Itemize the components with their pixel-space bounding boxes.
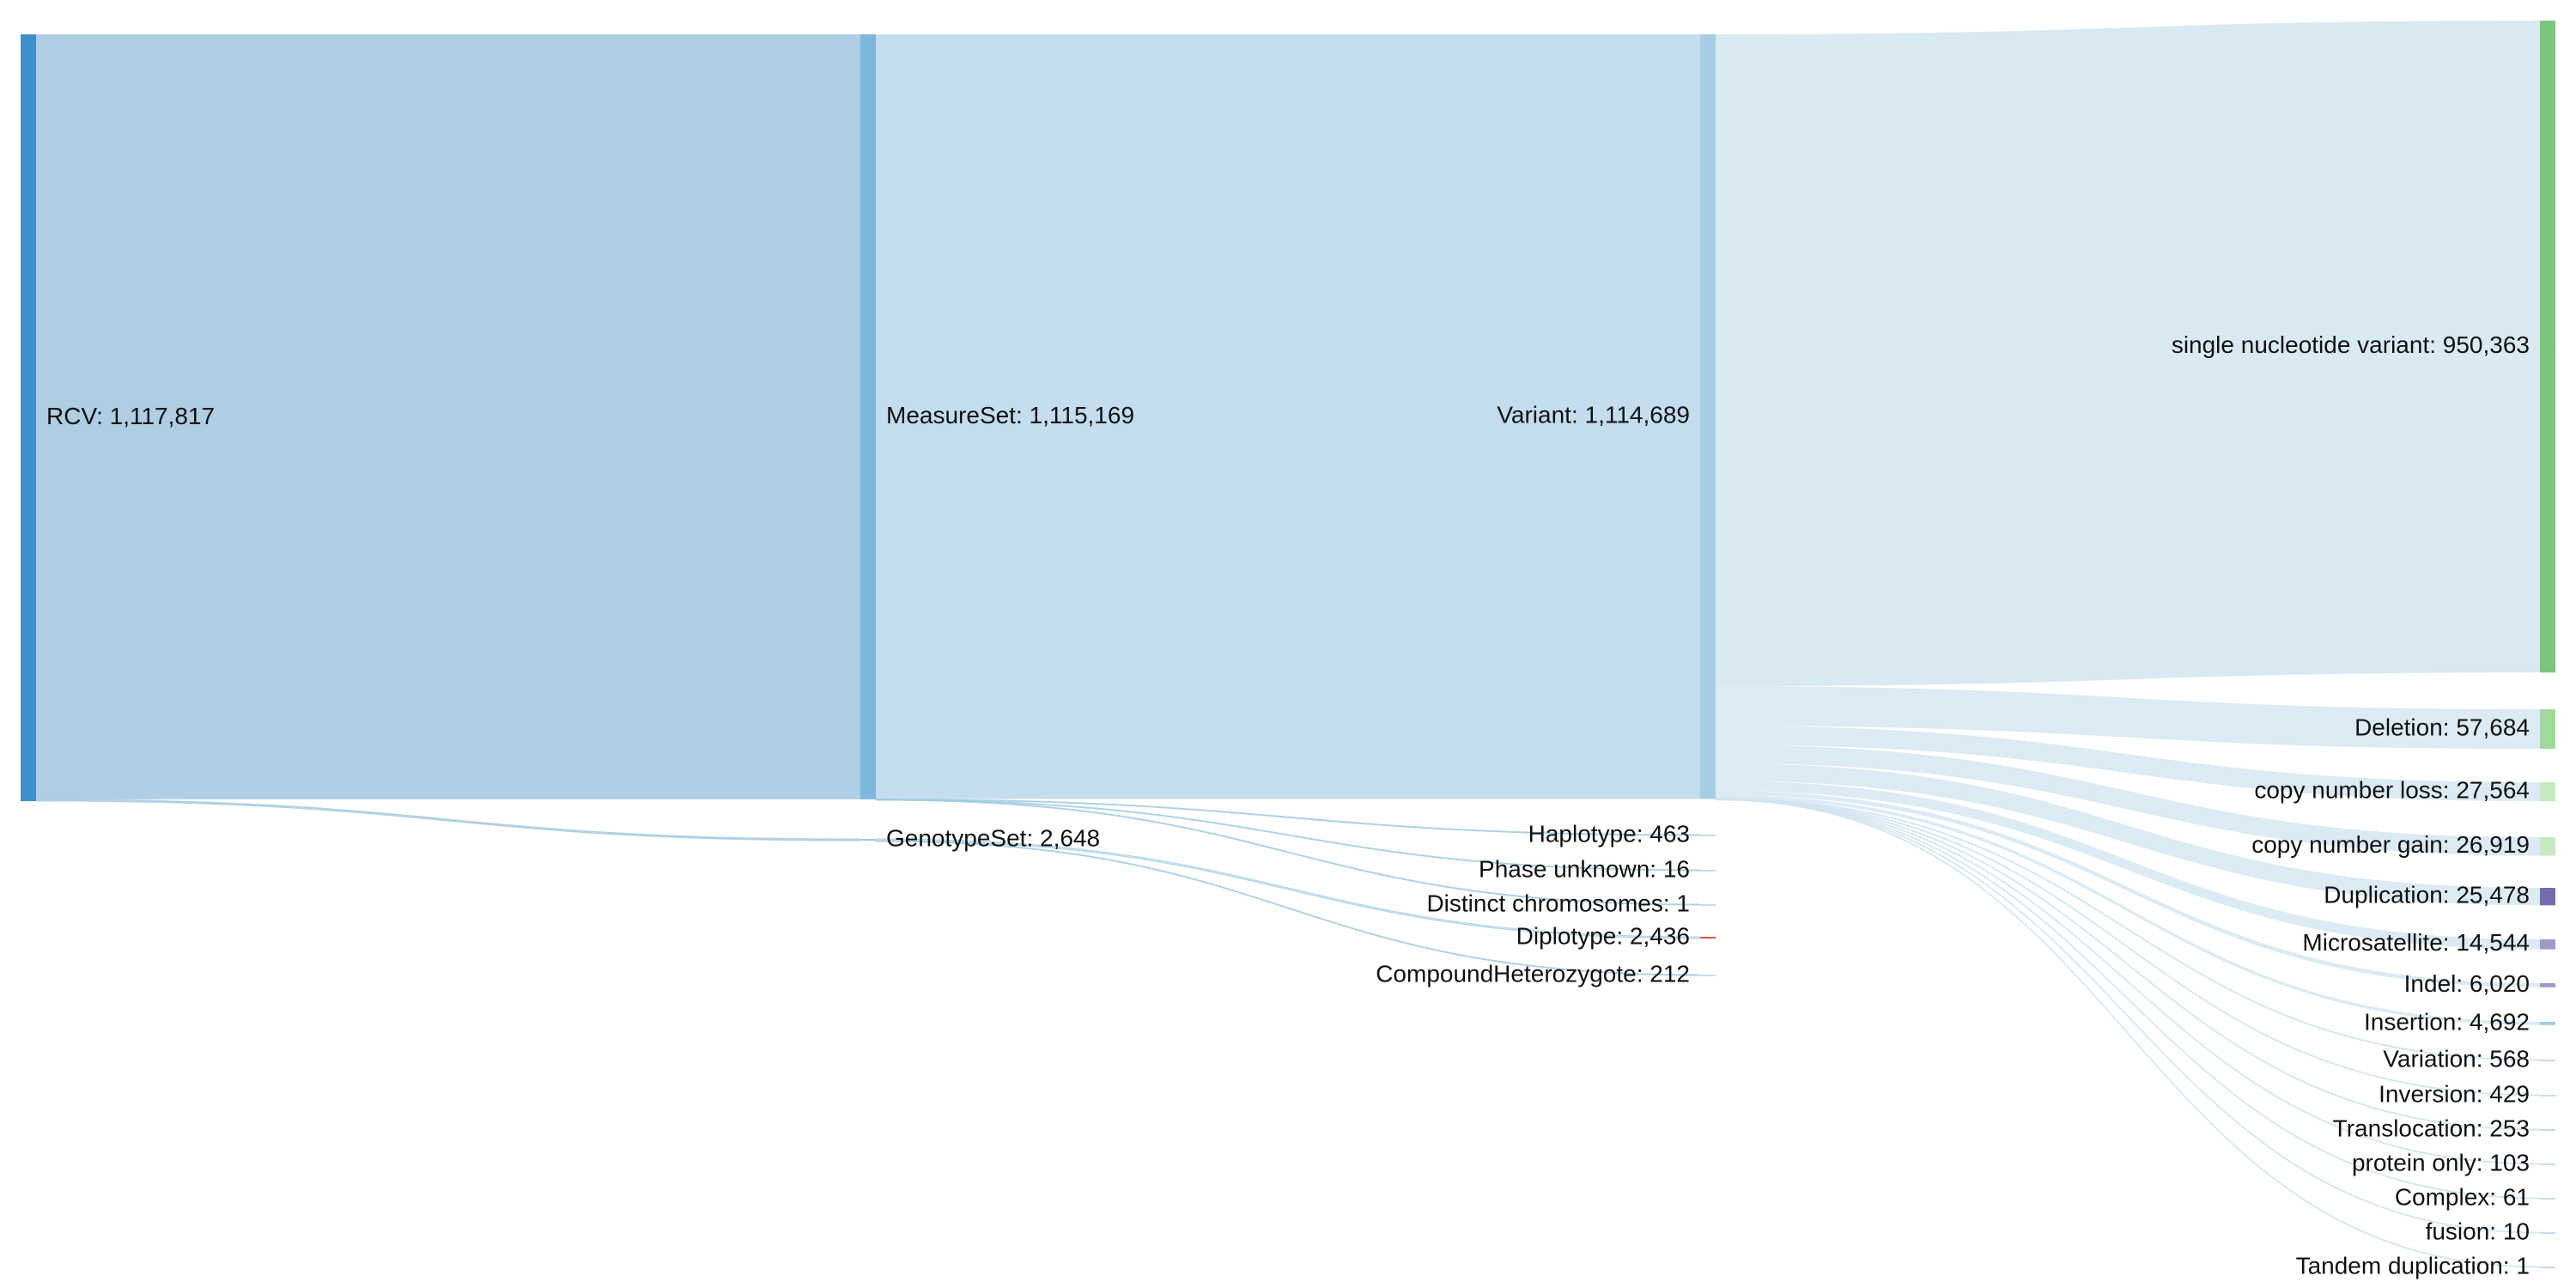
link-variant-to-indel xyxy=(1716,790,2540,987)
label-tandem_dup: Tandem duplication: 1 xyxy=(2296,1252,2530,1279)
link-variant-to-cn_gain xyxy=(1716,744,2540,856)
node-protein_only[interactable] xyxy=(2540,1163,2555,1165)
label-diplotype: Diplotype: 2,436 xyxy=(1516,922,1690,949)
node-genotypeset[interactable] xyxy=(860,839,876,841)
node-deletion[interactable] xyxy=(2540,709,2555,750)
label-insertion: Insertion: 4,692 xyxy=(2364,1008,2530,1035)
node-inversion[interactable] xyxy=(2540,1095,2555,1097)
label-variant: Variant: 1,114,689 xyxy=(1497,402,1690,428)
node-rcv[interactable] xyxy=(21,34,36,801)
sankey-nodes xyxy=(21,21,2555,1268)
label-complex: Complex: 61 xyxy=(2395,1183,2530,1210)
label-translocation: Translocation: 253 xyxy=(2333,1115,2530,1141)
node-translocation[interactable] xyxy=(2540,1129,2555,1131)
label-haplotype: Haplotype: 463 xyxy=(1528,820,1690,847)
link-variant-to-insertion xyxy=(1716,794,2540,1025)
node-diplotype[interactable] xyxy=(1700,937,1716,939)
node-indel[interactable] xyxy=(2540,983,2555,987)
link-variant-to-microsatellite xyxy=(1716,781,2540,950)
label-rcv: RCV: 1,117,817 xyxy=(46,403,215,429)
label-cn_loss: copy number loss: 27,564 xyxy=(2254,776,2530,803)
label-comphet: CompoundHeterozygote: 212 xyxy=(1376,960,1690,987)
label-cn_gain: copy number gain: 26,919 xyxy=(2251,831,2530,858)
label-snv: single nucleotide variant: 950,363 xyxy=(2172,331,2530,358)
link-variant-to-cn_loss xyxy=(1716,726,2540,802)
label-inversion: Inversion: 429 xyxy=(2379,1080,2530,1107)
sankey-links xyxy=(35,21,2541,1268)
link-variant-to-snv xyxy=(1716,21,2540,687)
label-deletion: Deletion: 57,684 xyxy=(2354,714,2530,740)
label-protein_only: protein only: 103 xyxy=(2352,1149,2530,1176)
node-comphet[interactable] xyxy=(1700,975,1716,976)
link-measureset-to-variant xyxy=(876,34,1700,799)
link-variant-to-deletion xyxy=(1716,686,2540,750)
label-indel: Indel: 6,020 xyxy=(2404,970,2530,997)
node-variation[interactable] xyxy=(2540,1060,2555,1061)
label-microsatellite: Microsatellite: 14,544 xyxy=(2302,929,2530,956)
node-cn_gain[interactable] xyxy=(2540,837,2555,856)
label-phase_unknown: Phase unknown: 16 xyxy=(1479,855,1690,882)
node-insertion[interactable] xyxy=(2540,1022,2555,1025)
label-distinct_chrom: Distinct chromosomes: 1 xyxy=(1426,890,1690,916)
link-variant-to-duplication xyxy=(1716,762,2540,906)
node-snv[interactable] xyxy=(2540,21,2555,673)
node-complex[interactable] xyxy=(2540,1198,2555,1200)
label-variation: Variation: 568 xyxy=(2383,1045,2530,1072)
node-variant[interactable] xyxy=(1700,34,1716,799)
node-duplication[interactable] xyxy=(2540,888,2555,906)
label-duplication: Duplication: 25,478 xyxy=(2324,882,2530,908)
node-distinct_chrom[interactable] xyxy=(1700,904,1716,906)
label-genotypeset: GenotypeSet: 2,648 xyxy=(886,824,1100,851)
node-phase_unknown[interactable] xyxy=(1700,870,1716,872)
label-fusion: fusion: 10 xyxy=(2426,1218,2530,1244)
link-rcv-to-measureset xyxy=(36,34,860,799)
node-tandem_dup[interactable] xyxy=(2540,1267,2555,1268)
node-microsatellite[interactable] xyxy=(2540,939,2555,950)
link-rcv-to-genotypeset xyxy=(35,799,861,841)
node-haplotype[interactable] xyxy=(1700,835,1716,836)
node-measureset[interactable] xyxy=(860,34,876,799)
node-fusion[interactable] xyxy=(2540,1232,2555,1234)
node-cn_loss[interactable] xyxy=(2540,782,2555,802)
label-measureset: MeasureSet: 1,115,169 xyxy=(886,402,1134,428)
sankey-labels: RCV: 1,117,817 MeasureSet: 1,115,169 Genot… xyxy=(46,331,2530,1279)
